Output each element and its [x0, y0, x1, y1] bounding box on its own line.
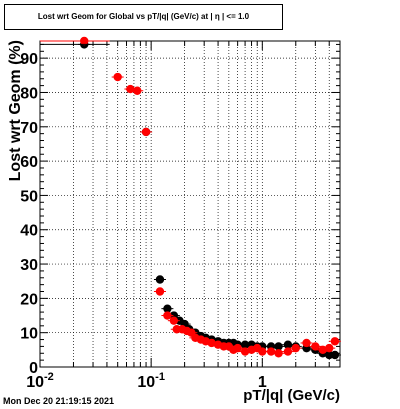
timestamp: Mon Dec 20 21:19:15 2021 [3, 396, 115, 406]
chart-title: Lost wrt Geom for Global vs pT/|q| (GeV/… [37, 12, 250, 21]
x-tick-label: 1 [258, 374, 267, 391]
data-point [155, 275, 165, 284]
data-point [233, 343, 242, 353]
x-axis-label: pT/|q| (GeV/c) [243, 387, 340, 404]
y-axis-label: Lost wrt Geom (%) [7, 40, 24, 181]
data-point [311, 342, 320, 351]
data-point [163, 304, 172, 313]
x-tick-label: 10-1 [137, 371, 165, 391]
data-point [155, 287, 165, 296]
chart-title-box: Lost wrt Geom for Global vs pT/|q| (GeV/… [4, 4, 283, 30]
grid-lines [39, 41, 341, 368]
axes: 0 10 20 30 40 50 60 70 80 90 10-2 10-1 1 [20, 40, 341, 391]
y-tick-label: 80 [20, 85, 38, 102]
data-point [274, 349, 283, 358]
data-point [325, 343, 334, 353]
data-point [302, 338, 311, 348]
data-points [40, 36, 341, 360]
plot-frame [39, 40, 341, 368]
y-tick-label: 40 [20, 223, 38, 240]
data-point [258, 347, 267, 356]
y-tick-label: 60 [20, 154, 38, 171]
data-point [330, 350, 340, 360]
data-point [283, 347, 293, 356]
y-tick-label: 30 [20, 257, 38, 274]
data-point [330, 337, 340, 346]
y-tick-label: 20 [20, 291, 38, 308]
data-point [141, 127, 151, 137]
data-point [169, 316, 179, 325]
x-tick-label: 10-2 [26, 371, 54, 391]
data-point [291, 343, 300, 353]
y-tick-label: 50 [20, 188, 38, 205]
data-point [240, 340, 250, 349]
y-tick-label: 10 [20, 326, 38, 343]
data-point [113, 72, 122, 82]
data-point [274, 342, 283, 351]
y-tick-label: 90 [20, 51, 38, 68]
data-point [133, 86, 142, 95]
y-tick-label: 0 [29, 360, 38, 377]
y-tick-label: 70 [20, 120, 38, 137]
data-point [266, 347, 276, 356]
data-point [163, 311, 172, 320]
